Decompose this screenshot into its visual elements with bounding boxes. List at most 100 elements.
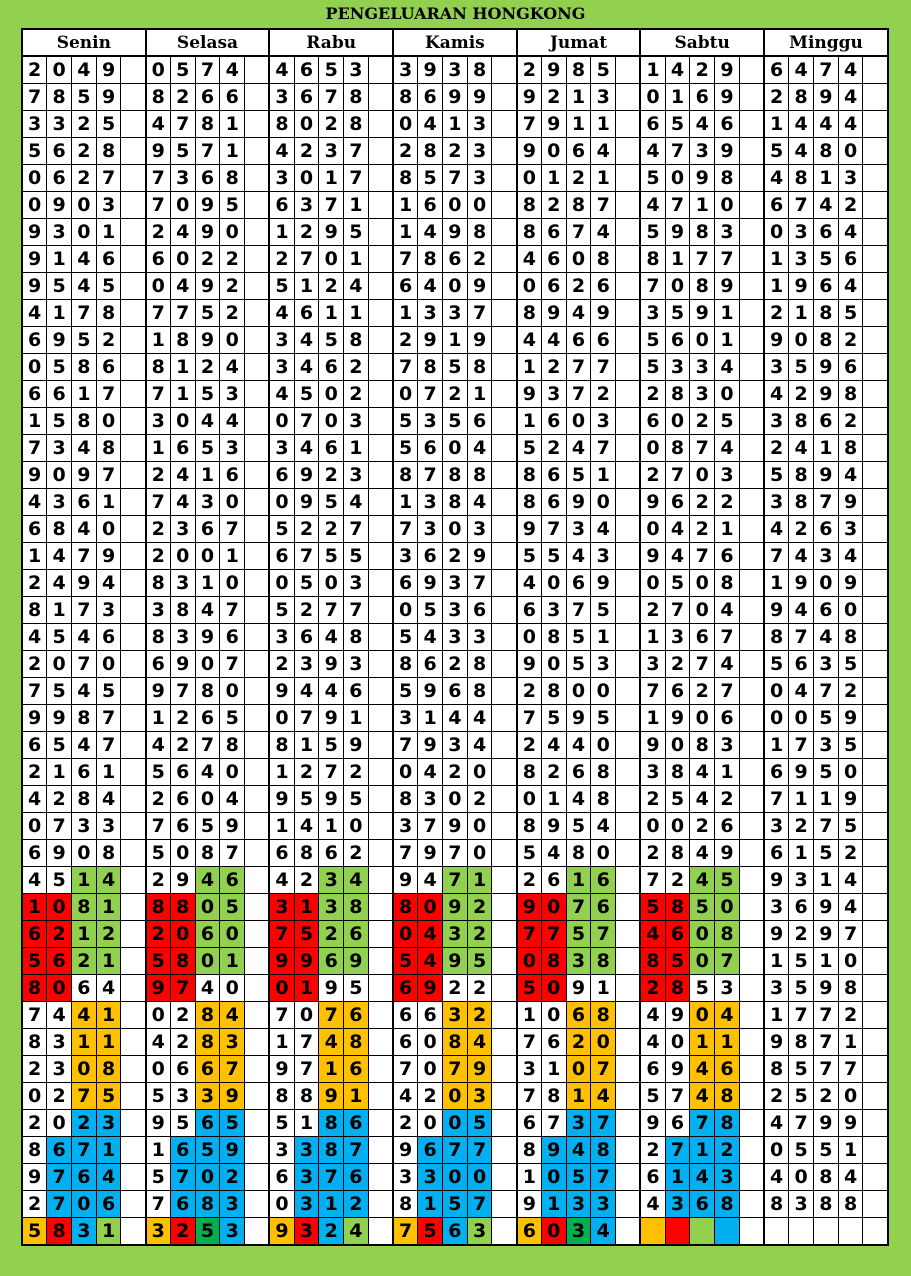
digit-cell: 6 [664,920,691,948]
digit-cell: 6 [837,245,864,273]
digit-cell: 1 [714,299,740,327]
spacer-cell [862,866,890,894]
digit-cell: 4 [714,650,740,678]
spacer-cell [862,677,890,705]
digit-cell: 6 [392,1001,419,1029]
digit-cell: 0 [664,1028,691,1056]
digit-cell: 3 [813,542,839,570]
digit-cell: 2 [21,1055,48,1083]
spacer-cell [367,812,395,840]
spacer-cell [862,83,890,111]
digit-cell: 4 [837,461,864,489]
digit-cell [837,1217,864,1246]
digit-cell: 3 [21,110,48,138]
digit-cell: 5 [664,785,691,813]
digit-cell: 6 [689,623,716,651]
digit-cell: 2 [293,758,320,786]
spacer-cell [862,650,890,678]
digit-cell: 3 [268,893,295,921]
digit-cell: 3 [689,137,716,165]
digit-cell: 7 [219,1055,246,1083]
digit-cell: 3 [318,137,345,165]
digit-cell: 1 [417,1190,443,1218]
spacer-cell [491,542,518,570]
digit-cell: 6 [763,55,790,84]
digit-cell: 1 [590,974,617,1002]
digit-cell: 0 [540,1217,567,1246]
digit-cell: 0 [392,758,419,786]
digit-cell: 1 [565,110,592,138]
spacer-cell [862,461,890,489]
spacer-cell [615,245,642,273]
spacer-cell [491,1001,518,1029]
digit-cell: 6 [194,704,221,732]
spacer-cell [615,731,642,759]
digit-cell: 6 [540,461,567,489]
digit-cell: 6 [466,596,493,624]
spacer-cell [367,1055,395,1083]
digit-cell: 6 [590,326,617,354]
spacer-cell [244,1028,271,1056]
spacer-cell [491,164,518,192]
digit-cell: 4 [145,731,171,759]
digit-cell: 8 [788,488,814,516]
digit-cell: 4 [318,1028,345,1056]
digit-cell: 2 [813,1082,839,1110]
digit-cell: 6 [194,1109,221,1137]
digit-cell: 9 [540,299,567,327]
digit-cell: 1 [268,758,295,786]
digit-cell: 6 [293,83,320,111]
digit-cell: 4 [293,812,320,840]
digit-cell: 1 [516,407,542,435]
digit-cell: 9 [466,542,493,570]
digit-cell: 1 [46,245,72,273]
digit-cell: 8 [343,110,369,138]
digit-cell: 2 [318,920,345,948]
digit-cell: 8 [813,1190,839,1218]
digit-cell: 2 [689,515,716,543]
digit-cell: 2 [837,1001,864,1029]
digit-cell: 1 [565,1082,592,1110]
digit-cell: 4 [689,1163,716,1191]
digit-cell: 2 [639,839,666,867]
digit-cell: 5 [219,191,246,219]
digit-cell: 0 [21,812,48,840]
digit-cell: 6 [392,974,419,1002]
spacer-cell [491,569,518,597]
digit-cell: 2 [466,974,493,1002]
spacer-cell [244,164,271,192]
digit-cell: 5 [194,1217,221,1246]
digit-cell: 7 [813,677,839,705]
digit-cell: 0 [268,974,295,1002]
digit-cell: 0 [46,1109,72,1137]
digit-cell: 3 [145,1217,171,1246]
spacer-cell [367,515,395,543]
digit-cell: 7 [46,1190,72,1218]
digit-cell: 6 [343,1109,369,1137]
digit-cell: 7 [70,596,97,624]
digit-cell: 1 [21,542,48,570]
spacer-cell [367,1001,395,1029]
digit-cell: 0 [714,380,740,408]
digit-cell: 5 [788,1136,814,1164]
digit-cell: 3 [293,1163,320,1191]
digit-cell: 6 [46,947,72,975]
digit-cell: 3 [441,299,468,327]
digit-cell: 9 [293,461,320,489]
digit-cell: 2 [516,866,542,894]
digit-cell: 6 [318,839,345,867]
digit-cell: 4 [664,542,691,570]
digit-cell: 2 [540,191,567,219]
digit-cell: 3 [392,55,419,84]
digit-cell: 5 [145,1163,171,1191]
digit-cell: 7 [318,191,345,219]
spacer-cell [244,191,271,219]
digit-cell: 9 [763,1028,790,1056]
digit-cell: 7 [417,461,443,489]
spacer-cell [862,974,890,1002]
digit-cell: 1 [194,569,221,597]
spacer-cell [491,353,518,381]
spacer-cell [862,812,890,840]
